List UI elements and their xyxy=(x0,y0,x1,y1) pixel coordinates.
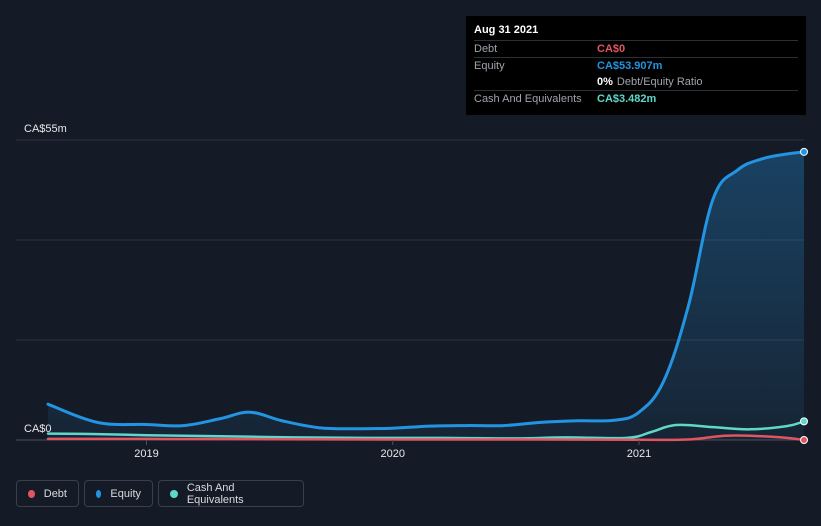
legend-cash-label: Cash And Equivalents xyxy=(186,481,244,506)
tooltip: Aug 31 2021 Debt CA$0 Equity CA$53.907m … xyxy=(466,16,806,115)
x-axis: 2019 2020 2021 xyxy=(134,440,651,460)
tooltip-cash-value: CA$3.482m xyxy=(597,93,657,105)
equity-line xyxy=(46,150,806,431)
tooltip-debt-label: Debt xyxy=(474,43,498,55)
tooltip-row-ratio: 0% Debt/Equity Ratio xyxy=(474,74,798,90)
cash-dot-icon xyxy=(170,489,178,498)
tooltip-equity-value: CA$53.907m xyxy=(597,60,663,72)
legend-equity[interactable]: Equity xyxy=(84,480,153,507)
tooltip-debt-value: CA$0 xyxy=(597,43,626,55)
x-tick-label: 2019 xyxy=(134,448,158,460)
debt-line xyxy=(46,434,806,442)
equity-area-layer xyxy=(48,151,804,440)
debt-dot-icon xyxy=(28,489,35,498)
legend-cash[interactable]: Cash And Equivalents xyxy=(158,480,304,507)
tooltip-row-debt: Debt CA$0 xyxy=(474,40,798,57)
legend-debt-label: Debt xyxy=(43,487,67,500)
equity-area xyxy=(48,151,804,440)
x-tick-label: 2021 xyxy=(627,448,651,460)
legend-debt[interactable]: Debt xyxy=(16,480,79,507)
tooltip-ratio-label: Debt/Equity Ratio xyxy=(616,76,703,88)
equity-dot-icon xyxy=(96,489,102,498)
x-tick-label: 2020 xyxy=(381,448,405,460)
debt-end-point xyxy=(800,436,808,444)
tooltip-cash-label: Cash And Equivalents xyxy=(474,93,582,105)
y-tick-label-min: CA$0 xyxy=(24,423,52,435)
equity-end-point xyxy=(800,147,808,156)
series-endpoints xyxy=(800,147,808,444)
tooltip-date: Aug 31 2021 xyxy=(474,24,539,36)
series-lines xyxy=(46,150,806,442)
tooltip-ratio-value: 0% xyxy=(597,76,613,88)
legend-equity-label: Equity xyxy=(110,487,141,500)
y-axis: CA$55m CA$0 xyxy=(24,123,67,435)
tooltip-equity-label: Equity xyxy=(474,60,505,72)
y-tick-label-max: CA$55m xyxy=(24,123,67,135)
tooltip-row-equity: Equity CA$53.907m xyxy=(474,57,798,74)
tooltip-row-cash: Cash And Equivalents CA$3.482m xyxy=(474,90,798,107)
cash-and-equivalents-end-point xyxy=(800,417,808,426)
